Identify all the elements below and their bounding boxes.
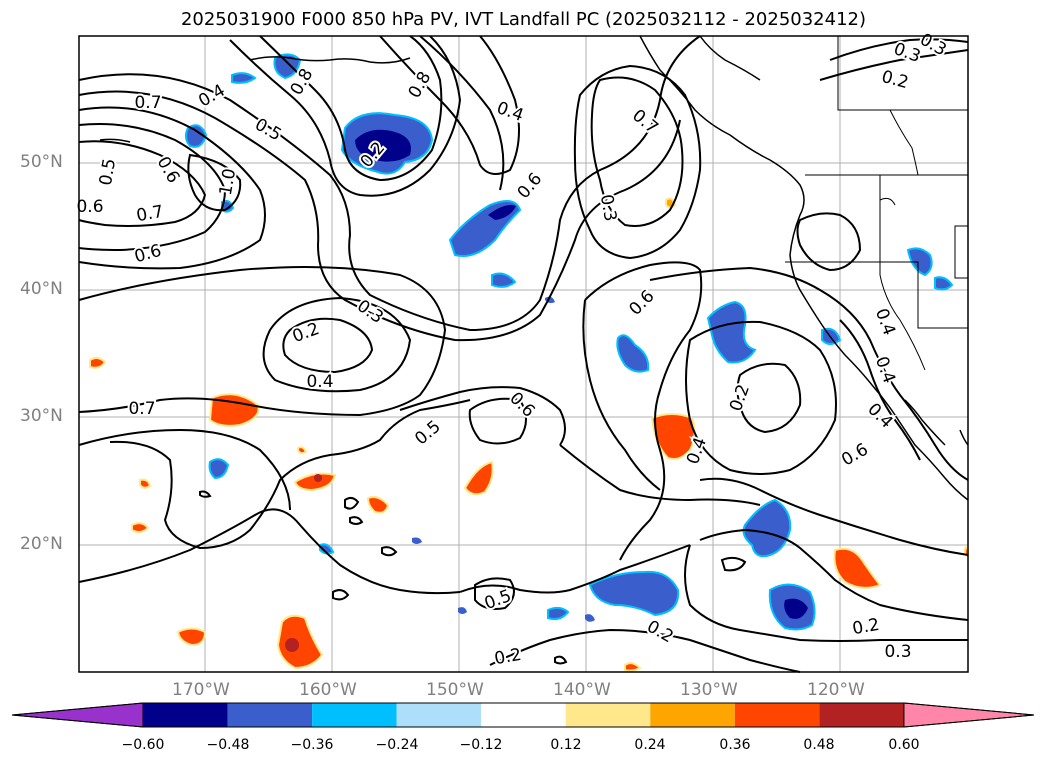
contour-label: 0.2 (290, 319, 322, 347)
colorbar-tick: 0.36 (719, 737, 751, 753)
lon-label-130w: 130°W (680, 680, 738, 700)
colorbar-extend-max (903, 702, 1035, 728)
contour-label: 0.6 (625, 286, 658, 319)
contour-label: 0.3 (916, 30, 949, 61)
contour-label: 0.5 (482, 586, 514, 614)
contour-label: 0.7 (128, 399, 155, 419)
contour-label: 0.8 (405, 68, 436, 101)
map-frame (78, 35, 969, 673)
contour-label: 1.0 (216, 167, 240, 197)
colorbar-bin (565, 703, 651, 727)
colorbar-bin (481, 703, 566, 727)
colorbar-tick: 0.60 (888, 737, 920, 753)
lat-label-50n: 50°N (20, 152, 63, 172)
lat-label-30n: 30°N (20, 406, 63, 426)
positive-pv-cores (285, 474, 322, 652)
contour-label: 0.2 (643, 617, 676, 648)
lon-label-120w: 120°W (807, 680, 865, 700)
contour-label: 0.2 (726, 382, 754, 414)
lon-label-150w: 150°W (426, 680, 484, 700)
contour-label: 0.3 (884, 642, 911, 662)
contour-label: 0.6 (838, 440, 871, 471)
gridlines (79, 36, 968, 672)
lon-label-140w: 140°W (553, 680, 611, 700)
colorbar-bin (312, 703, 397, 727)
positive-pv-shading (89, 197, 970, 672)
contour-label: 0.6 (132, 241, 163, 267)
colorbar-bin (734, 703, 820, 727)
contour-label: 0.4 (871, 354, 899, 386)
contour-label: 0.4 (494, 98, 526, 126)
contour-label: 0.5 (411, 417, 445, 450)
colorbar (11, 702, 1035, 728)
contour-label: 0.6 (76, 197, 103, 217)
contour-label: 0.4 (863, 399, 896, 432)
contour-label: 0.6 (153, 153, 184, 186)
lon-label-170w: 170°W (172, 680, 230, 700)
lat-label-20n: 20°N (20, 534, 63, 554)
colorbar-bin (143, 703, 228, 727)
colorbar-tick: −0.48 (206, 737, 250, 753)
colorbar-tick: 0.48 (803, 737, 835, 753)
map-title: 2025031900 F000 850 hPa PV, IVT Landfall… (180, 9, 867, 30)
contour-label: 0.4 (306, 372, 333, 392)
colorbar-bin (819, 703, 904, 727)
contour-label: 0.7 (134, 93, 161, 113)
negative-pv-shading (184, 53, 954, 631)
contour-label: 0.2 (493, 645, 523, 669)
colorbar-outline (11, 702, 1035, 728)
colorbar-tick: −0.36 (290, 737, 334, 753)
coastline (99, 35, 969, 501)
colorbar-tick: −0.24 (375, 737, 419, 753)
colorbar-tick: −0.12 (459, 737, 503, 753)
colorbar-tick: 0.24 (634, 737, 666, 753)
contour-label: 0.5 (96, 157, 120, 187)
contour-label: 0.4 (195, 81, 228, 112)
lon-label-160w: 160°W (299, 680, 357, 700)
colorbar-tick: 0.12 (550, 737, 582, 753)
colorbar-bin (227, 703, 313, 727)
contour-label: 0.6 (514, 169, 547, 203)
state-borders (785, 36, 969, 371)
contour-label: 0.2 (851, 615, 881, 639)
contour-label: 0.5 (251, 115, 284, 146)
contour-label: 0.4 (871, 306, 899, 338)
ivt-contours (78, 35, 969, 673)
colorbar-bin (396, 703, 482, 727)
colorbar-bin (650, 703, 735, 727)
contour-label: 0.7 (135, 202, 165, 226)
contour-label: 0.3 (596, 193, 620, 223)
lat-label-40n: 40°N (20, 279, 63, 299)
colorbar-tick: −0.60 (121, 737, 165, 753)
colorbar-extend-min (11, 702, 144, 728)
contour-label: 0.2 (879, 67, 910, 93)
